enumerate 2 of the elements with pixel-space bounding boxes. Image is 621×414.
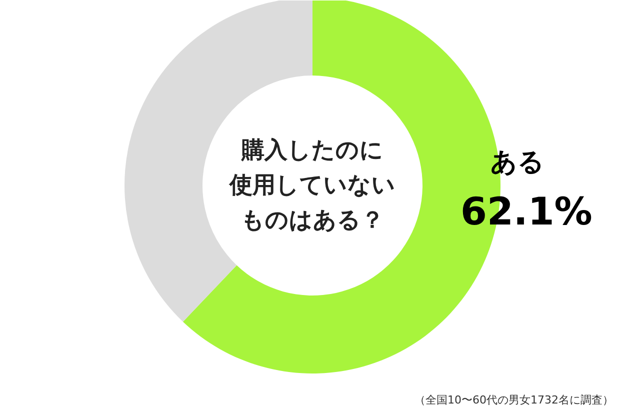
text: （全国10〜60代の男女1732名に調査）	[414, 394, 614, 406]
text: 購入したのに使用していないものはある？	[228, 137, 396, 234]
